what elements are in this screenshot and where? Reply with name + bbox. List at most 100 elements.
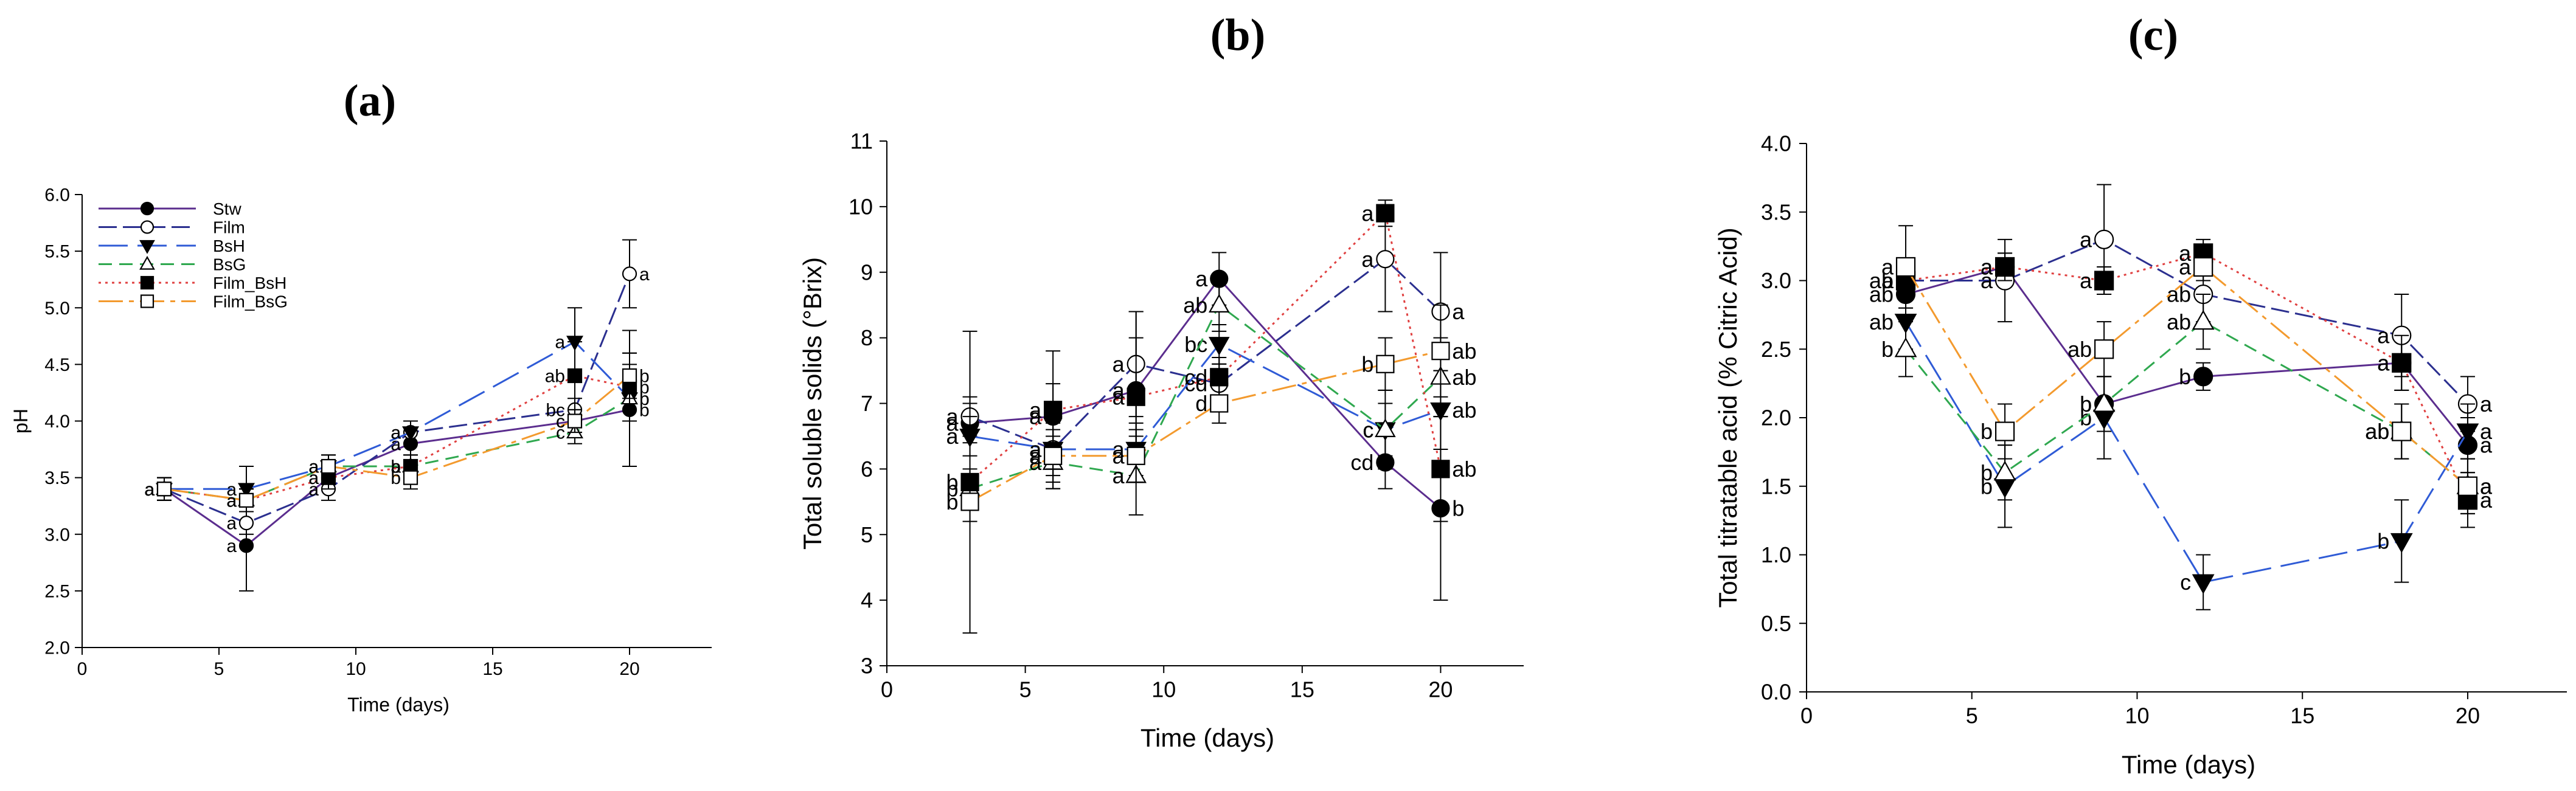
y-tick-label: 11 (850, 129, 873, 154)
data-point (1208, 294, 1230, 313)
significance-letter: a (555, 333, 565, 353)
x-tick-label: 10 (1151, 677, 1176, 702)
data-point (2094, 339, 2114, 359)
chart-panel-0: (a) 0 5 10 15 20 2.0 2.5 3.0 3.5 4.0 4.5 5.0 5.5 6.0 Ti… (10, 76, 712, 716)
data-point (1431, 342, 1450, 361)
significance-letter: ab (1183, 292, 1207, 317)
significance-letter: a (2480, 474, 2493, 499)
significance-letter: a (2179, 241, 2192, 266)
significance-letter: a (1195, 266, 1208, 291)
significance-letter: a (1029, 450, 1042, 475)
data-point (622, 368, 637, 384)
significance-letter: a (308, 480, 319, 500)
series-line (969, 350, 1441, 503)
y-tick-label: 2.0 (44, 638, 70, 658)
significance-letter: ab (1452, 365, 1476, 390)
significance-letter: a (1113, 463, 1125, 488)
x-tick-label: 20 (619, 659, 639, 679)
significance-letter: a (1029, 404, 1042, 429)
data-point (1127, 387, 1145, 406)
significance-letter: a (308, 468, 319, 488)
series-line (970, 258, 1442, 451)
legend-marker (140, 201, 154, 216)
significance-letter: ab (2067, 337, 2092, 362)
significance-letter: ab (1869, 282, 1894, 307)
significance-letter: a (144, 480, 154, 500)
significance-letter: a (2480, 392, 2493, 416)
y-tick-label: 3.5 (44, 468, 70, 488)
significance-letter: b (2179, 364, 2191, 389)
legend-label: Film_BsG (213, 292, 288, 311)
data-point (402, 426, 419, 442)
data-point (238, 516, 254, 531)
significance-letter: a (144, 480, 154, 500)
significance-letter: b (639, 378, 650, 398)
y-tick-label: 5 (861, 522, 873, 547)
y-tick-label: 7 (861, 391, 873, 416)
significance-letter: a (144, 480, 154, 500)
legend-label: BsG (213, 255, 246, 274)
significance-letter: b (1361, 351, 1373, 376)
significance-letter: b (639, 400, 650, 420)
y-tick-label: 8 (861, 325, 873, 350)
significance-letter: a (639, 264, 650, 285)
x-tick-label: 5 (214, 659, 224, 679)
y-tick-label: 9 (861, 260, 873, 285)
significance-letter: b (1981, 419, 1993, 444)
data-point (2192, 309, 2215, 330)
y-tick-label: 4.0 (44, 412, 70, 432)
significance-letter: a (946, 404, 959, 429)
data-point (1994, 421, 2015, 441)
significance-letter: a (1361, 201, 1374, 226)
x-axis-title: Time (days) (1140, 724, 1274, 752)
significance-letter: b (946, 489, 959, 514)
x-axis-title: Time (days) (2122, 750, 2255, 779)
panel-label: (a) (344, 76, 396, 126)
significance-letter: a (1881, 268, 1894, 293)
significance-letter: a (144, 480, 154, 500)
data-point (1376, 204, 1395, 223)
significance-letter: a (1113, 443, 1125, 468)
significance-letter: a (144, 480, 154, 500)
panel-label: (c) (2128, 10, 2178, 60)
significance-letter: a (2377, 350, 2390, 375)
data-point (238, 538, 254, 553)
data-point (1208, 337, 1230, 356)
significance-letter: a (2377, 323, 2390, 348)
data-point (2193, 367, 2213, 387)
significance-letter: a (226, 491, 237, 511)
significance-letter: c (1363, 417, 1373, 442)
y-tick-label: 4.0 (1761, 131, 1791, 156)
x-axis-title: Time (days) (347, 694, 450, 716)
significance-letter: a (226, 491, 237, 511)
x-tick-label: 0 (881, 677, 893, 702)
legend-marker (140, 294, 154, 308)
significance-letter: c (1363, 417, 1373, 442)
data-point (1993, 460, 2016, 481)
data-point (1894, 337, 1917, 358)
significance-letter: a (2480, 474, 2493, 499)
y-tick-label: 4.5 (44, 355, 70, 375)
significance-letter: a (1113, 384, 1125, 409)
legend-label: Stw (213, 199, 241, 218)
series-line (969, 211, 1442, 483)
data-point (321, 458, 336, 474)
series-line (164, 340, 631, 490)
significance-letter: b (1981, 460, 1993, 485)
significance-letter: b (1981, 474, 1993, 499)
significance-letter: b (2080, 406, 2092, 430)
series-line (970, 277, 1442, 509)
y-tick-label: 3.5 (1761, 199, 1791, 224)
significance-letter: a (2480, 488, 2493, 513)
data-point (2392, 421, 2412, 441)
significance-letter: c (556, 412, 565, 432)
significance-letter: a (2377, 350, 2390, 375)
legend-marker (139, 240, 155, 254)
